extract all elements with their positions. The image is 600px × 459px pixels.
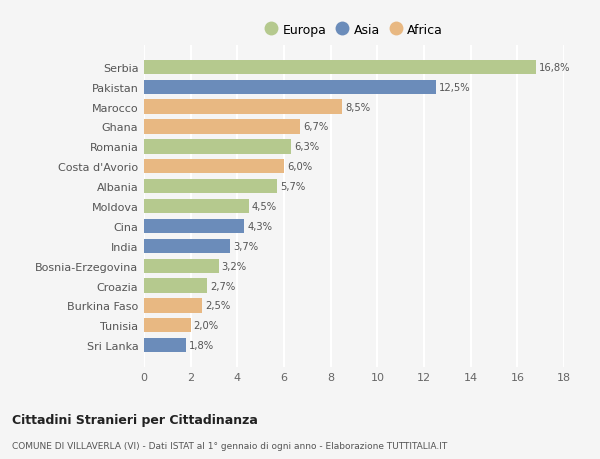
Bar [144, 219, 244, 234]
Bar [144, 61, 536, 75]
Text: 8,5%: 8,5% [345, 102, 370, 112]
Bar [144, 80, 436, 95]
Bar [144, 179, 277, 194]
Bar [144, 100, 343, 114]
Text: 2,7%: 2,7% [210, 281, 235, 291]
Text: 2,0%: 2,0% [193, 321, 218, 330]
Bar [144, 199, 249, 214]
Text: 3,2%: 3,2% [221, 261, 247, 271]
Bar [144, 160, 284, 174]
Bar [144, 319, 191, 333]
Text: COMUNE DI VILLAVERLA (VI) - Dati ISTAT al 1° gennaio di ogni anno - Elaborazione: COMUNE DI VILLAVERLA (VI) - Dati ISTAT a… [12, 441, 447, 450]
Legend: Europa, Asia, Africa: Europa, Asia, Africa [261, 20, 447, 40]
Bar [144, 338, 186, 353]
Bar [144, 299, 202, 313]
Text: 3,7%: 3,7% [233, 241, 258, 251]
Text: 4,3%: 4,3% [247, 221, 272, 231]
Text: 16,8%: 16,8% [539, 63, 570, 73]
Text: 12,5%: 12,5% [439, 83, 470, 92]
Bar [144, 120, 301, 134]
Text: 6,7%: 6,7% [303, 122, 328, 132]
Text: Cittadini Stranieri per Cittadinanza: Cittadini Stranieri per Cittadinanza [12, 413, 258, 426]
Bar [144, 259, 218, 273]
Text: 4,5%: 4,5% [252, 202, 277, 212]
Text: 6,0%: 6,0% [287, 162, 312, 172]
Bar [144, 140, 291, 154]
Text: 2,5%: 2,5% [205, 301, 230, 311]
Bar [144, 279, 207, 293]
Bar [144, 239, 230, 253]
Text: 6,3%: 6,3% [294, 142, 319, 152]
Text: 1,8%: 1,8% [189, 341, 214, 350]
Text: 5,7%: 5,7% [280, 182, 305, 192]
